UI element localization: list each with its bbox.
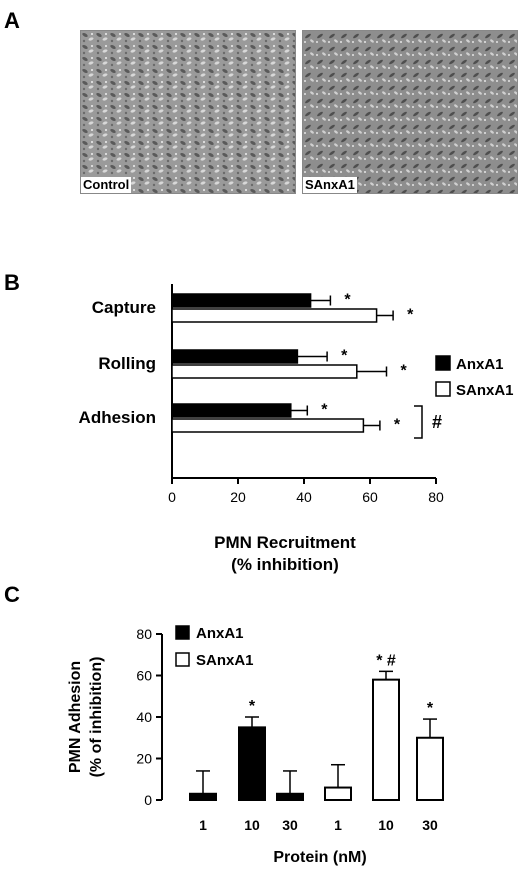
category-label: Adhesion — [79, 408, 156, 427]
significance-mark: * — [344, 292, 351, 309]
significance-bracket-label: # — [432, 412, 442, 432]
x-tick-label: 1 — [199, 817, 207, 833]
micrograph-label: SAnxA1 — [303, 177, 357, 193]
chart-c: 0 20 40 60 80 PMN Adhesion (% of inhibition) 1 *… — [67, 625, 444, 866]
legend-swatch-sanxa1 — [435, 381, 451, 397]
y-tick-label: 20 — [136, 751, 152, 767]
category-label: Rolling — [98, 354, 156, 373]
bar-sanxa1 — [171, 418, 365, 433]
panel-a-letter: A — [4, 8, 20, 33]
bar-sanxa1 — [324, 786, 352, 802]
x-tick-label: 40 — [296, 489, 312, 505]
micrograph-control: Control — [80, 30, 296, 194]
bar-anxa1 — [171, 293, 312, 308]
micrograph-control-texture — [81, 31, 295, 193]
significance-mark: * — [321, 402, 328, 419]
x-tick-label: 10 — [244, 817, 260, 833]
bar-sanxa1 — [171, 308, 378, 323]
x-tick-label: 20 — [230, 489, 246, 505]
bar-anxa1 — [276, 792, 304, 801]
x-tick-label: 80 — [428, 489, 444, 505]
y-tick-label: 60 — [136, 668, 152, 684]
bar-sanxa1 — [171, 364, 358, 379]
x-tick-label: 10 — [378, 817, 394, 833]
chart-c-xlabel: Protein (nM) — [273, 849, 366, 866]
x-tick-label: 30 — [282, 817, 298, 833]
chart-b-xlabel-line2: (% inhibition) — [231, 555, 339, 574]
x-tick-label: 1 — [334, 817, 342, 833]
chart-b: 0 20 40 60 80 Capture * * Rolling * * Adhesion * * # An… — [79, 284, 514, 505]
micrograph-sanxa1-texture — [303, 31, 517, 193]
x-tick-label: 0 — [168, 489, 176, 505]
significance-bracket — [414, 405, 423, 439]
significance-mark: * — [394, 417, 401, 434]
legend-label: SAnxA1 — [456, 382, 514, 399]
significance-mark: * # — [376, 652, 396, 669]
bar-sanxa1 — [372, 678, 400, 801]
legend-swatch-anxa1 — [175, 625, 190, 640]
category-label: Capture — [92, 298, 156, 317]
legend-label: AnxA1 — [196, 625, 244, 642]
chart-c-ylabel-line2: (% of inhibition) — [88, 657, 105, 778]
y-tick-label: 40 — [136, 709, 152, 725]
y-tick-label: 0 — [144, 792, 152, 808]
bar-anxa1 — [189, 792, 217, 801]
chart-b-xlabel-line1: PMN Recruitment — [214, 533, 356, 552]
significance-mark: * — [249, 698, 256, 715]
bar-anxa1 — [238, 726, 266, 801]
panel-b-letter: B — [4, 270, 20, 295]
chart-b-xlabel: PMN Recruitment (% inhibition) — [0, 532, 520, 576]
legend-label: SAnxA1 — [196, 652, 254, 669]
x-tick-label: 60 — [362, 489, 378, 505]
micrograph-sanxa1: SAnxA1 — [302, 30, 518, 194]
x-tick-label: 30 — [422, 817, 438, 833]
significance-mark: * — [407, 307, 414, 324]
y-tick-label: 80 — [136, 626, 152, 642]
legend-swatch-anxa1 — [435, 355, 451, 371]
significance-mark: * — [427, 700, 434, 717]
micrograph-label: Control — [81, 177, 132, 193]
significance-mark: * — [341, 348, 348, 365]
chart-c-ylabel-line1: PMN Adhesion — [67, 661, 84, 773]
significance-mark: * — [401, 363, 408, 380]
bar-anxa1 — [171, 403, 292, 418]
bar-sanxa1 — [416, 736, 444, 801]
legend-label: AnxA1 — [456, 356, 504, 373]
bar-anxa1 — [171, 349, 299, 364]
legend-swatch-sanxa1 — [175, 652, 190, 667]
panel-c-letter: C — [4, 582, 20, 607]
